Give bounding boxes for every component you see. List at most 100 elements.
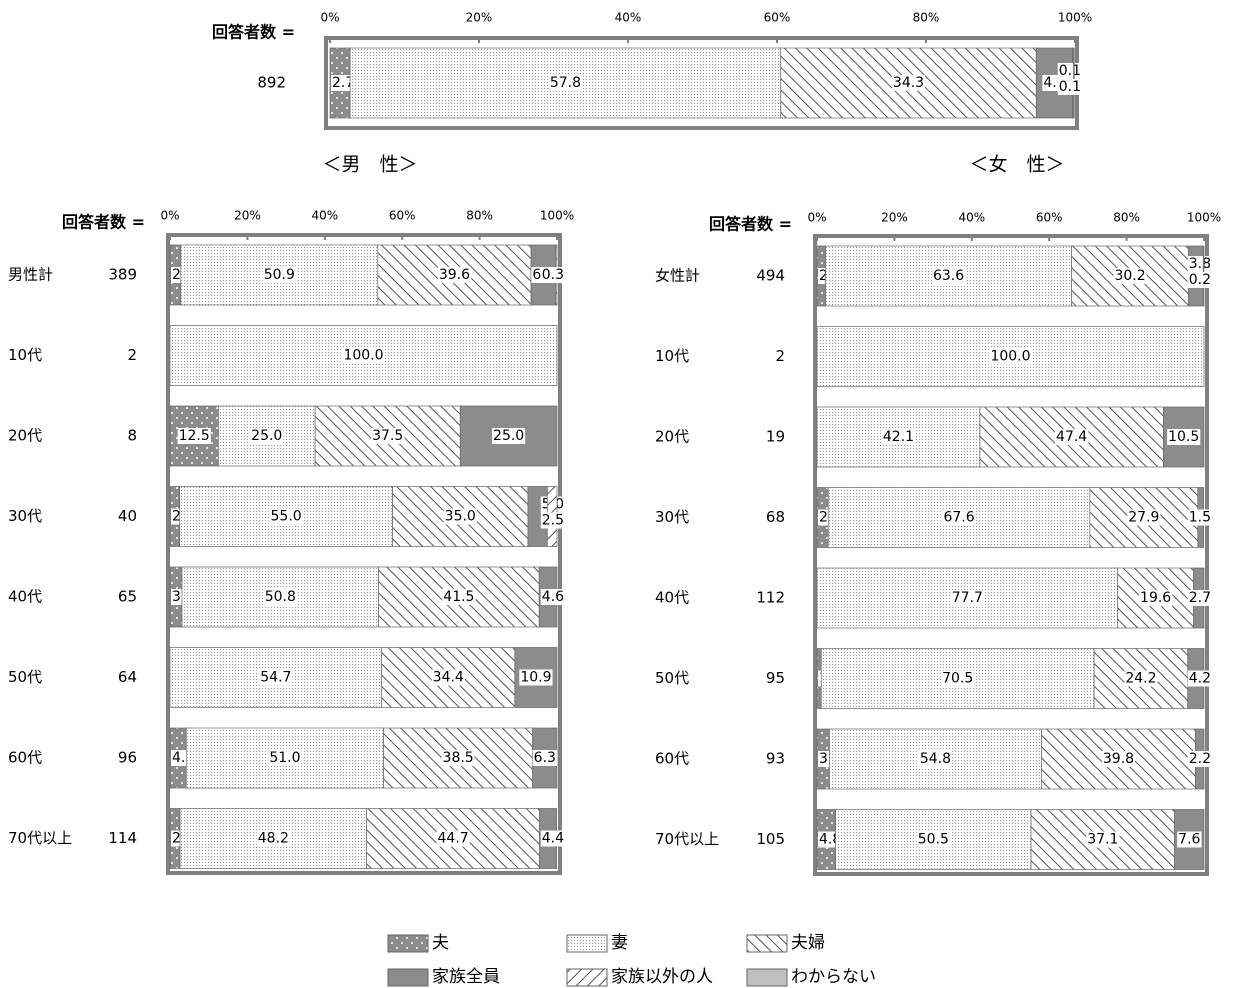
legend-label: 妻 — [611, 933, 628, 953]
value-label: 25.0 — [493, 428, 524, 444]
value-label-bg — [436, 830, 470, 847]
value-label: 41.5 — [443, 589, 474, 605]
category-label: 10代 — [8, 346, 42, 364]
category-label: 30代 — [655, 508, 689, 526]
value-label: 51.0 — [269, 750, 300, 766]
value-label-bg — [331, 75, 356, 91]
x-tick-label: 40% — [311, 209, 338, 223]
value-label-bg — [1057, 63, 1082, 79]
value-label-bg — [540, 267, 565, 283]
value-label: 6.3 — [534, 750, 556, 766]
value-label-bg — [431, 669, 465, 686]
value-label-bg — [1139, 590, 1173, 606]
value-label: 47.4 — [1056, 429, 1087, 445]
n-label: 114 — [108, 829, 137, 847]
x-tick-label: 0% — [807, 211, 826, 225]
value-label: 77.7 — [952, 590, 983, 606]
value-label: 70.5 — [942, 671, 973, 687]
value-label-bg — [931, 268, 966, 284]
x-tick-label: 80% — [913, 11, 940, 25]
x-tick-label: 60% — [764, 11, 791, 25]
value-label: 50.9 — [264, 267, 295, 283]
bar-segment — [377, 244, 532, 306]
n-label: 112 — [756, 589, 785, 607]
legend-label: 夫婦 — [791, 933, 825, 953]
value-label: 42.1 — [883, 429, 914, 445]
value-label: 7.6 — [1178, 832, 1200, 848]
value-label-bg — [540, 512, 565, 529]
value-label: 4.2 — [1189, 671, 1211, 687]
value-label: 2.7 — [1189, 590, 1211, 606]
value-label-bg — [1187, 256, 1212, 272]
value-label-bg — [269, 508, 303, 525]
value-label: 24.2 — [1125, 671, 1156, 687]
value-label: 30.2 — [1114, 268, 1145, 284]
value-label-bg — [1187, 509, 1212, 526]
value-label-bg — [1167, 429, 1201, 445]
value-label: 0.1 — [1059, 63, 1081, 79]
legend-swatch — [387, 968, 429, 987]
value-label: 27.9 — [1128, 510, 1159, 526]
category-label: 70代以上 — [655, 830, 719, 848]
category-label: 50代 — [655, 669, 689, 687]
legend-swatch — [387, 934, 429, 953]
value-label-bg — [1187, 670, 1212, 687]
value-label: 2.2 — [1189, 751, 1211, 767]
value-label: 37.5 — [372, 428, 403, 444]
n-label: 93 — [766, 750, 785, 768]
value-label-bg — [1124, 670, 1158, 687]
value-label-bg — [437, 267, 472, 283]
category-label: 60代 — [8, 749, 42, 767]
value-label-bg — [1127, 509, 1161, 526]
chart-title: ＜女 性＞ — [969, 154, 1064, 176]
value-label: 100.0 — [990, 349, 1030, 365]
value-label-bg — [441, 750, 475, 766]
value-label: 10.5 — [1168, 429, 1199, 445]
legend-swatch — [746, 968, 788, 987]
value-label-bg — [918, 751, 953, 767]
value-label: 54.7 — [260, 670, 291, 686]
n-label: 494 — [756, 267, 785, 285]
value-label-bg — [1187, 751, 1212, 767]
value-label-bg — [250, 428, 284, 444]
category-label: 女性計 — [655, 267, 700, 285]
value-label: 34.4 — [433, 670, 464, 686]
value-label-bg — [492, 428, 526, 444]
value-label-bg — [532, 750, 557, 766]
legend-swatch — [746, 934, 788, 953]
legend-swatch — [566, 968, 608, 987]
n-label: 105 — [756, 830, 785, 848]
value-label: 0.3 — [542, 267, 564, 283]
n-label: 8 — [127, 427, 137, 445]
value-label-bg — [1187, 272, 1212, 288]
category-label: 70代以上 — [8, 829, 72, 847]
legend-label: 家族以外の人 — [611, 967, 713, 987]
legend-label: 家族全員 — [432, 967, 500, 987]
value-label-bg — [1086, 831, 1120, 848]
value-label-bg — [540, 589, 566, 605]
value-label-bg — [548, 75, 583, 91]
n-label: 65 — [118, 588, 137, 606]
n-label: 64 — [118, 668, 137, 686]
value-label-bg — [263, 589, 297, 605]
n-label: 2 — [775, 347, 785, 365]
value-label: 100.0 — [343, 348, 383, 364]
value-label: 4.6 — [542, 589, 564, 605]
value-label-bg — [256, 830, 290, 847]
n-header: 回答者数 = — [709, 215, 792, 234]
x-tick-label: 0% — [320, 11, 339, 25]
x-tick-label: 20% — [881, 211, 908, 225]
n-label: 68 — [766, 508, 785, 526]
value-label: 39.6 — [439, 267, 470, 283]
value-label: 50.8 — [265, 589, 296, 605]
value-label: 63.6 — [933, 268, 964, 284]
value-label: 19.6 — [1140, 590, 1171, 606]
category-label: 30代 — [8, 507, 42, 525]
value-label: 35.0 — [445, 509, 476, 525]
value-label: 39.8 — [1103, 751, 1134, 767]
category-label: 50代 — [8, 668, 42, 686]
value-label-bg — [519, 669, 553, 686]
n-label: 19 — [766, 428, 785, 446]
